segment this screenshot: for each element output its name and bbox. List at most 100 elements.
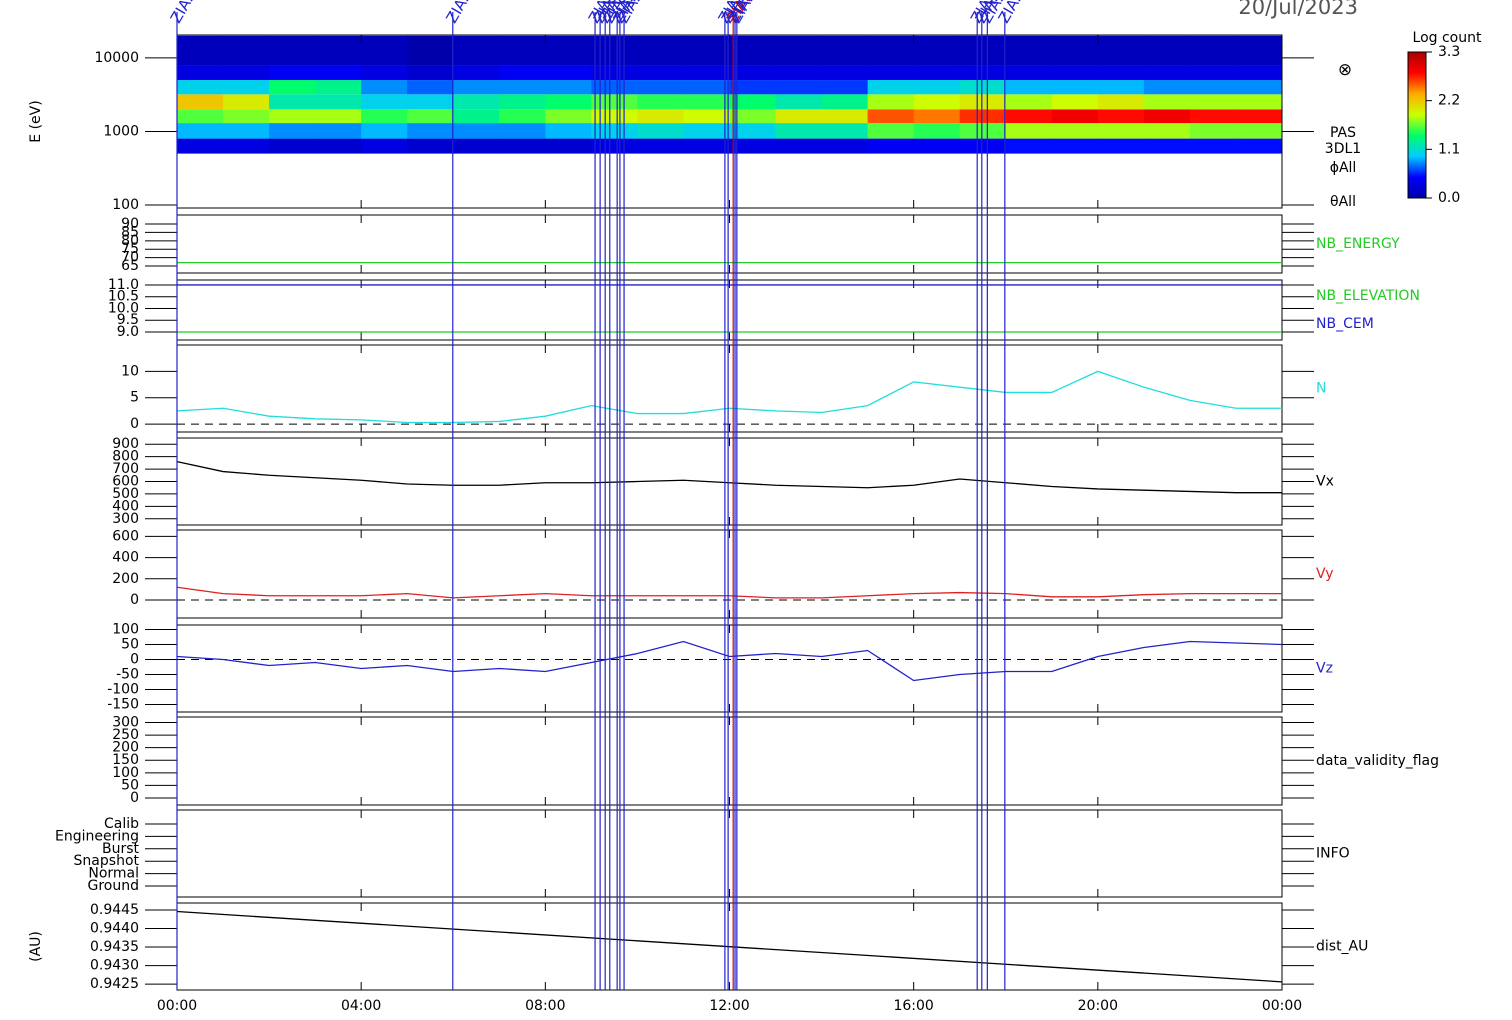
spectrogram-cell bbox=[269, 94, 316, 110]
spectrogram-cell bbox=[177, 109, 224, 124]
spectrogram-cell bbox=[269, 65, 316, 81]
spectrogram-cell bbox=[637, 35, 684, 66]
spectrogram-cell bbox=[407, 35, 454, 66]
spectrogram-cell bbox=[453, 123, 500, 139]
spectrogram-cell bbox=[1097, 65, 1145, 81]
spectrogram-cell bbox=[315, 123, 362, 139]
y-tick-label: 65 bbox=[121, 258, 139, 274]
y-tick-label: 800 bbox=[112, 449, 139, 465]
spectrogram-cell bbox=[683, 123, 730, 139]
spectrogram-cell bbox=[775, 138, 823, 154]
y-tick-label: Normal bbox=[88, 866, 139, 882]
spectrogram-cell bbox=[545, 35, 592, 66]
panel-frame bbox=[176, 437, 1283, 526]
panel-frame bbox=[176, 716, 1283, 806]
y-tick-label: 10 bbox=[121, 363, 139, 379]
colorbar-tick-label: 2.2 bbox=[1438, 93, 1460, 109]
spectrogram-cell bbox=[1051, 35, 1099, 66]
spectrogram-cell bbox=[315, 94, 362, 110]
spectrogram-cell bbox=[361, 65, 408, 81]
spectrogram-cell bbox=[1189, 109, 1237, 124]
spectrogram-cell bbox=[821, 138, 869, 154]
y-tick-label: 0 bbox=[130, 416, 139, 432]
y-tick-label: 0 bbox=[130, 652, 139, 668]
spectrogram-cell bbox=[821, 123, 869, 139]
y-tick-label: Engineering bbox=[55, 828, 139, 844]
y-tick-label: 400 bbox=[112, 498, 139, 514]
spectrogram-cell bbox=[1005, 80, 1053, 95]
spectrogram-cell bbox=[775, 35, 823, 66]
spectrogram-cell bbox=[867, 123, 915, 139]
spectrogram-cell bbox=[545, 80, 592, 95]
y-tick-label: 10.0 bbox=[108, 300, 139, 316]
y-tick-label: 700 bbox=[112, 461, 139, 477]
y-tick-label: 75 bbox=[121, 241, 139, 257]
spectrogram-cell bbox=[499, 35, 546, 66]
x-tick-label: 20:00 bbox=[1078, 998, 1118, 1014]
spectrogram-cell bbox=[1143, 109, 1191, 124]
spectrogram-cell bbox=[1143, 138, 1191, 154]
spectrogram-cell bbox=[821, 109, 869, 124]
spectrogram-cell bbox=[1235, 123, 1283, 139]
spectrogram-cell bbox=[683, 35, 730, 66]
spectrogram-cell bbox=[1235, 65, 1283, 81]
spectrogram-cell bbox=[177, 138, 224, 154]
spectrogram-cell bbox=[223, 80, 270, 95]
spectrogram-cell bbox=[591, 94, 638, 110]
panel-frame bbox=[176, 279, 1283, 341]
spectrogram-cell bbox=[361, 123, 408, 139]
y-tick-label: 9.5 bbox=[117, 312, 139, 328]
spectrogram-cell bbox=[453, 80, 500, 95]
spectrogram-cell bbox=[499, 65, 546, 81]
spectrogram-cell bbox=[959, 138, 1007, 154]
spectrogram-cell bbox=[913, 65, 961, 81]
spectrogram-cell bbox=[1005, 123, 1053, 139]
instrument-label: θAll bbox=[1330, 194, 1356, 210]
spectrogram-cell bbox=[637, 80, 684, 95]
y-tick-label: 100 bbox=[112, 765, 139, 781]
y-tick-label: 150 bbox=[112, 752, 139, 768]
y-tick-label: 500 bbox=[112, 486, 139, 502]
spectrogram-cell bbox=[1051, 80, 1099, 95]
spectrogram-cell bbox=[223, 138, 270, 154]
spectrogram-cell bbox=[913, 94, 961, 110]
spectrogram-cell bbox=[729, 138, 777, 154]
y-tick-label: 9.0 bbox=[117, 324, 139, 340]
spectrogram-cell bbox=[315, 80, 362, 95]
spectrogram-cell bbox=[361, 138, 408, 154]
spectrogram-cell bbox=[315, 65, 362, 81]
spectrogram-cell bbox=[177, 65, 224, 81]
spectrogram-cell bbox=[361, 109, 408, 124]
spectrogram-cell bbox=[867, 138, 915, 154]
spectrogram-cell bbox=[1235, 35, 1283, 66]
spectrogram-cell bbox=[1143, 80, 1191, 95]
spectrogram-cell bbox=[1189, 65, 1237, 81]
spectrogram-cell bbox=[959, 80, 1007, 95]
y-tick-label: -100 bbox=[107, 682, 139, 698]
y-tick-label: 0 bbox=[130, 790, 139, 806]
spectrogram-cell bbox=[1235, 94, 1283, 110]
y-tick-label: 600 bbox=[112, 528, 139, 544]
spectrogram-cell bbox=[867, 35, 915, 66]
spectrogram-cell bbox=[637, 65, 684, 81]
spectrogram-cell bbox=[959, 109, 1007, 124]
y-tick-label: 400 bbox=[112, 550, 139, 566]
y-axis-label: E (eV) bbox=[28, 100, 44, 142]
colorbar-tick-label: 3.3 bbox=[1438, 44, 1460, 60]
y-tick-label: 50 bbox=[121, 637, 139, 653]
spectrogram-cell bbox=[315, 138, 362, 154]
spectrogram-cell bbox=[407, 94, 454, 110]
colorbar bbox=[1407, 51, 1427, 199]
series-label: Vy bbox=[1316, 566, 1334, 582]
spectrogram-cell bbox=[545, 94, 592, 110]
panel-frame bbox=[176, 214, 1283, 274]
spectrogram-cell bbox=[223, 94, 270, 110]
spectrogram-cell bbox=[1097, 123, 1145, 139]
y-tick-label: 90 bbox=[121, 216, 139, 232]
spectrogram-cell bbox=[821, 94, 869, 110]
spectrogram-cell bbox=[545, 123, 592, 139]
x-tick-label: 04:00 bbox=[341, 998, 381, 1014]
spectrogram-cell bbox=[1143, 35, 1191, 66]
y-tick-label: 11.0 bbox=[108, 277, 139, 293]
